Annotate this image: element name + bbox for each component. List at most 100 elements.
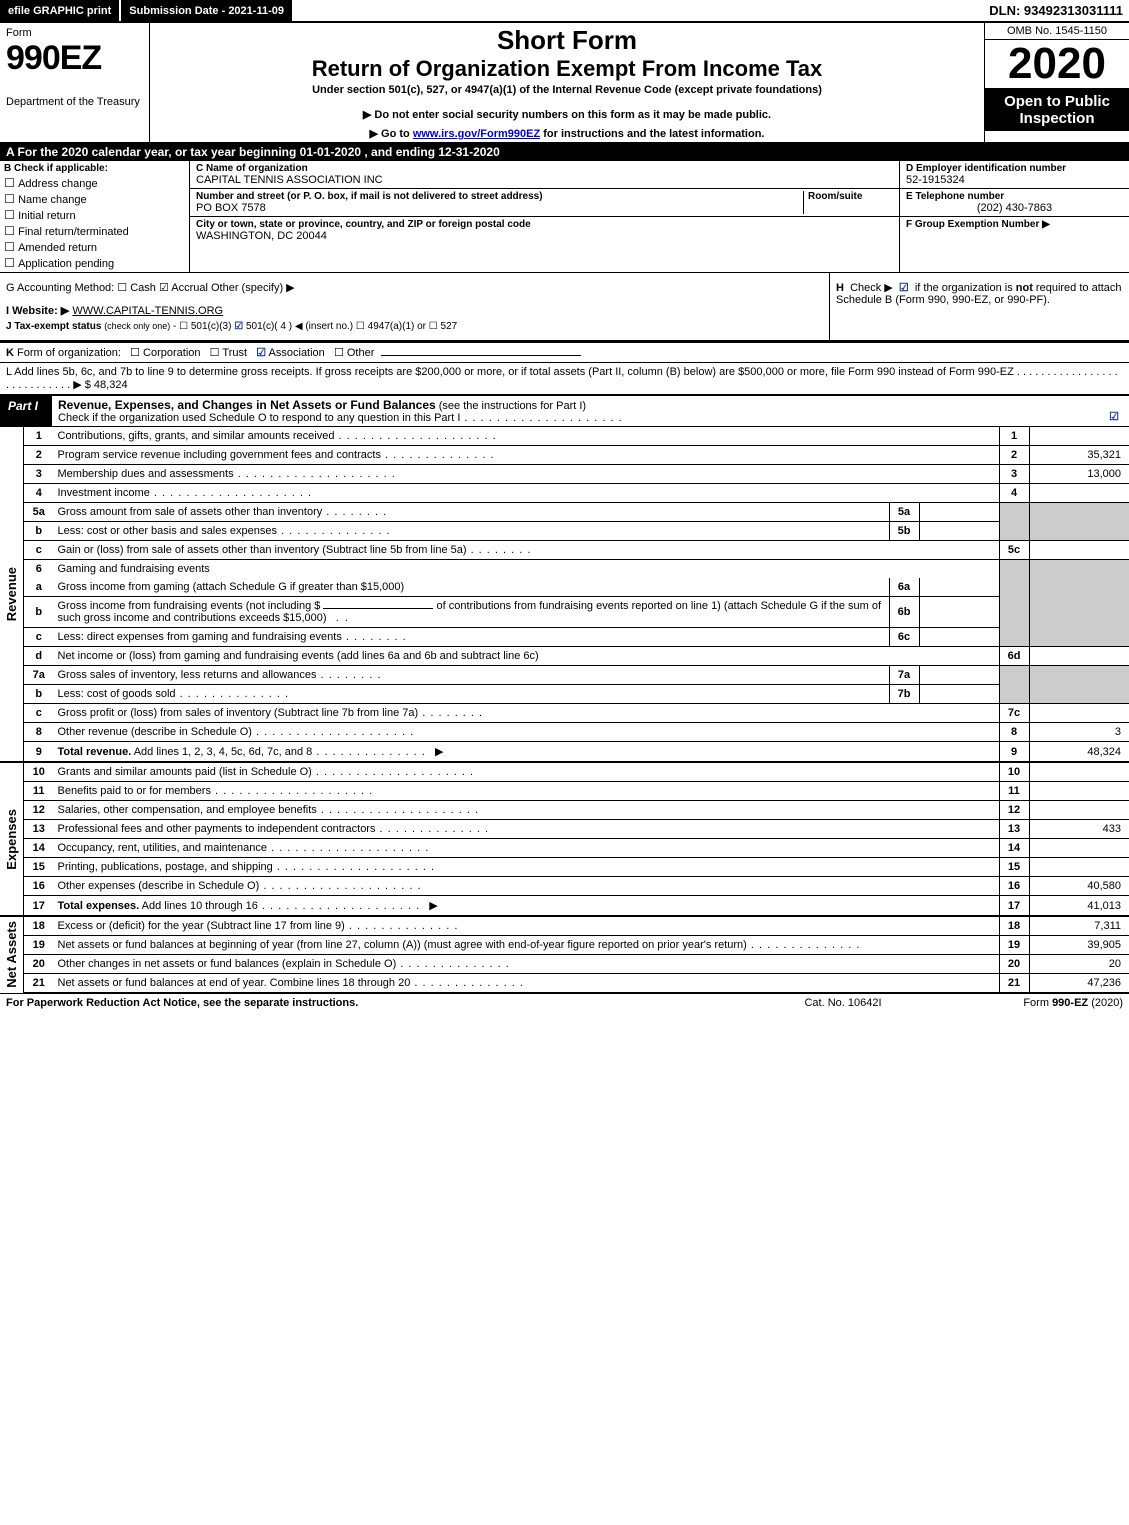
line-13-num: 13 (24, 820, 54, 839)
irs-link[interactable]: www.irs.gov/Form990EZ (413, 128, 540, 140)
line-1-num: 1 (24, 427, 54, 446)
line-2-num: 2 (24, 446, 54, 465)
line-7a-desc: Gross sales of inventory, less returns a… (54, 666, 890, 685)
website-value: WWW.CAPITAL-TENNIS.ORG (72, 305, 223, 317)
line-2-desc: Program service revenue including govern… (54, 446, 1000, 465)
footer-cat: Cat. No. 10642I (743, 997, 943, 1009)
line-4-val (1029, 484, 1129, 503)
line-7b-sv (919, 685, 999, 704)
shade-6c (999, 628, 1029, 647)
line-3-num: 3 (24, 465, 54, 484)
header-right: OMB No. 1545-1150 2020 Open to Public In… (984, 23, 1129, 142)
line-5c-rnum: 5c (999, 541, 1029, 560)
line-6c-sv (919, 628, 999, 647)
form-subtitle: Under section 501(c), 527, or 4947(a)(1)… (156, 84, 978, 96)
room-label: Room/suite (808, 191, 893, 202)
efile-print-button[interactable]: efile GRAPHIC print (0, 0, 121, 21)
line-18-desc: Excess or (deficit) for the year (Subtra… (54, 916, 1000, 936)
line-3-desc: Membership dues and assessments (54, 465, 1000, 484)
line-21-num: 21 (24, 974, 54, 993)
line-9-val: 48,324 (1029, 742, 1129, 763)
note2-post: for instructions and the latest informat… (540, 128, 764, 140)
chk-initial-return[interactable]: Initial return (4, 208, 185, 222)
ein-value: 52-1915324 (906, 174, 1123, 186)
omb-number: OMB No. 1545-1150 (985, 23, 1129, 40)
phone-value: (202) 430-7863 (906, 202, 1123, 214)
line-21-desc: Net assets or fund balances at end of ye… (54, 974, 1000, 993)
street-value: PO BOX 7578 (196, 202, 803, 214)
shade-6b-v (1029, 597, 1129, 628)
line-13-desc: Professional fees and other payments to … (54, 820, 1000, 839)
chk-final-return[interactable]: Final return/terminated (4, 224, 185, 238)
line-5c-desc: Gain or (loss) from sale of assets other… (54, 541, 1000, 560)
line-17-desc: Total expenses. Add lines 10 through 16 … (54, 896, 1000, 917)
box-l: L Add lines 5b, 6c, and 7b to line 9 to … (0, 363, 1129, 396)
line-8-num: 8 (24, 723, 54, 742)
shade-6a-v (1029, 578, 1129, 597)
line-17-num: 17 (24, 896, 54, 917)
ssn-warning: ▶ Do not enter social security numbers o… (156, 108, 978, 121)
form-number: 990EZ (6, 39, 143, 78)
line-11-val (1029, 782, 1129, 801)
box-b-title: B Check if applicable: (4, 163, 185, 174)
line-6a-sub: 6a (889, 578, 919, 597)
line-16-rnum: 16 (999, 877, 1029, 896)
line-2-rnum: 2 (999, 446, 1029, 465)
line-10-desc: Grants and similar amounts paid (list in… (54, 762, 1000, 782)
line-7b-desc: Less: cost of goods sold (54, 685, 890, 704)
box-h: H Check ▶ ☑ if the organization is not r… (829, 273, 1129, 340)
line-14-val (1029, 839, 1129, 858)
line-6d-val (1029, 647, 1129, 666)
chk-name-change[interactable]: Name change (4, 192, 185, 206)
city-value: WASHINGTON, DC 20044 (196, 230, 893, 242)
submission-date-label: Submission Date - 2021-11-09 (121, 0, 294, 21)
line-19-val: 39,905 (1029, 936, 1129, 955)
line-21-rnum: 21 (999, 974, 1029, 993)
line-16-desc: Other expenses (describe in Schedule O) (54, 877, 1000, 896)
gh-row: G Accounting Method: ☐ Cash ☑ Accrual Ot… (0, 273, 1129, 341)
box-i: I Website: ▶ WWW.CAPITAL-TENNIS.ORG (6, 304, 823, 317)
box-b: B Check if applicable: Address change Na… (0, 161, 190, 272)
chk-address-change[interactable]: Address change (4, 176, 185, 190)
line-15-num: 15 (24, 858, 54, 877)
line-19-rnum: 19 (999, 936, 1029, 955)
shade-7a-v (1029, 666, 1129, 685)
line-8-val: 3 (1029, 723, 1129, 742)
dln-label: DLN: 93492313031111 (983, 0, 1129, 21)
part1-tab: Part I (0, 396, 52, 426)
line-7b-sub: 7b (889, 685, 919, 704)
header-left: Form 990EZ Department of the Treasury (0, 23, 150, 142)
line-7a-sub: 7a (889, 666, 919, 685)
line-20-val: 20 (1029, 955, 1129, 974)
ein-label: D Employer identification number (906, 163, 1123, 174)
line-9-num: 9 (24, 742, 54, 763)
line-10-val (1029, 762, 1129, 782)
line-15-val (1029, 858, 1129, 877)
chk-amended-return[interactable]: Amended return (4, 240, 185, 254)
line-7a-num: 7a (24, 666, 54, 685)
line-17-val: 41,013 (1029, 896, 1129, 917)
line-5a-sv (919, 503, 999, 522)
gh-left: G Accounting Method: ☐ Cash ☑ Accrual Ot… (0, 273, 829, 340)
box-c: C Name of organization CAPITAL TENNIS AS… (190, 161, 899, 272)
line-1-rnum: 1 (999, 427, 1029, 446)
short-form-title: Short Form (156, 25, 978, 56)
shade-7b-v (1029, 685, 1129, 704)
line-11-rnum: 11 (999, 782, 1029, 801)
line-19-desc: Net assets or fund balances at beginning… (54, 936, 1000, 955)
line-7c-desc: Gross profit or (loss) from sales of inv… (54, 704, 1000, 723)
line-21-val: 47,236 (1029, 974, 1129, 993)
phone-label: E Telephone number (906, 191, 1123, 202)
line-1-desc: Contributions, gifts, grants, and simila… (54, 427, 1000, 446)
chk-application-pending[interactable]: Application pending (4, 256, 185, 270)
top-bar: efile GRAPHIC print Submission Date - 20… (0, 0, 1129, 23)
line-6c-desc: Less: direct expenses from gaming and fu… (54, 628, 890, 647)
line-17-rnum: 17 (999, 896, 1029, 917)
part1-checkbox[interactable]: ☑ (1099, 396, 1129, 426)
line-18-rnum: 18 (999, 916, 1029, 936)
line-5a-sub: 5a (889, 503, 919, 522)
info-grid: B Check if applicable: Address change Na… (0, 161, 1129, 273)
line-7a-sv (919, 666, 999, 685)
box-k: K Form of organization: ☐ Corporation ☐ … (0, 341, 1129, 363)
line-12-rnum: 12 (999, 801, 1029, 820)
